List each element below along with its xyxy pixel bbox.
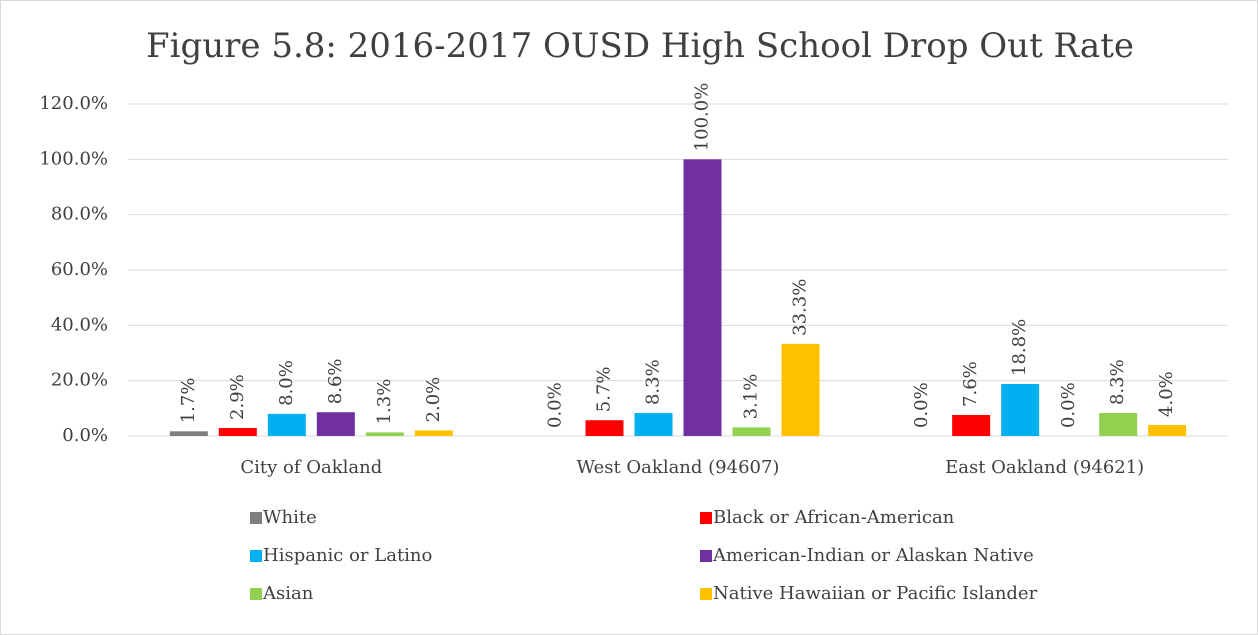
bar	[1001, 383, 1040, 436]
data-label: 1.3%	[374, 379, 395, 425]
bar	[1099, 413, 1138, 436]
bar	[952, 414, 991, 436]
data-label: 33.3%	[790, 279, 811, 336]
data-label: 8.3%	[1107, 359, 1128, 405]
y-tick-label: 60.0%	[51, 259, 108, 280]
data-label: 8.0%	[276, 360, 297, 406]
y-tick-label: 40.0%	[51, 314, 108, 335]
bar	[732, 427, 771, 436]
legend-label: American-Indian or Alaskan Native	[712, 545, 1034, 566]
y-tick-label: 100.0%	[39, 148, 108, 169]
bar	[316, 412, 355, 436]
data-label: 4.0%	[1156, 371, 1177, 417]
data-label: 0.0%	[545, 382, 566, 428]
y-tick-label: 120.0%	[39, 93, 108, 114]
y-tick-label: 0.0%	[62, 425, 108, 446]
y-tick-label: 80.0%	[51, 204, 108, 225]
data-label: 5.7%	[594, 366, 615, 412]
data-label: 7.6%	[960, 361, 981, 407]
data-label: 0.0%	[1058, 382, 1079, 428]
legend-label: Hispanic or Latino	[263, 545, 432, 566]
legend-swatch	[700, 512, 712, 524]
legend-swatch	[250, 512, 262, 524]
legend-swatch	[250, 550, 262, 562]
data-label: 100.0%	[692, 83, 713, 152]
bar	[267, 413, 306, 436]
legend-label: Asian	[262, 583, 314, 604]
x-tick-label: East Oakland (94621)	[945, 457, 1144, 478]
data-label: 1.7%	[178, 378, 199, 424]
data-label: 3.1%	[741, 374, 762, 420]
bar	[414, 430, 453, 436]
x-tick-label: City of Oakland	[240, 457, 382, 478]
data-label: 2.9%	[227, 374, 248, 420]
x-tick-label: West Oakland (94607)	[577, 457, 780, 478]
legend-label: White	[263, 507, 317, 528]
bar	[683, 159, 722, 437]
bar	[781, 343, 820, 436]
data-label: 2.0%	[423, 377, 444, 423]
bar	[365, 432, 404, 436]
legend-label: Native Hawaiian or Pacific Islander	[713, 583, 1038, 604]
data-label: 8.3%	[643, 359, 664, 405]
bar	[585, 420, 624, 436]
legend-swatch	[700, 550, 712, 562]
bar	[634, 413, 673, 436]
chart-title: Figure 5.8: 2016-2017 OUSD High School D…	[146, 26, 1134, 66]
bar	[218, 427, 257, 436]
data-label: 18.8%	[1009, 319, 1030, 376]
data-label: 8.6%	[325, 358, 346, 404]
data-label: 0.0%	[911, 382, 932, 428]
legend-swatch	[250, 588, 262, 600]
legend-swatch	[700, 588, 712, 600]
y-tick-label: 20.0%	[51, 370, 108, 391]
legend-label: Black or African-American	[713, 507, 955, 528]
bar	[1148, 424, 1187, 436]
bar	[169, 431, 208, 436]
